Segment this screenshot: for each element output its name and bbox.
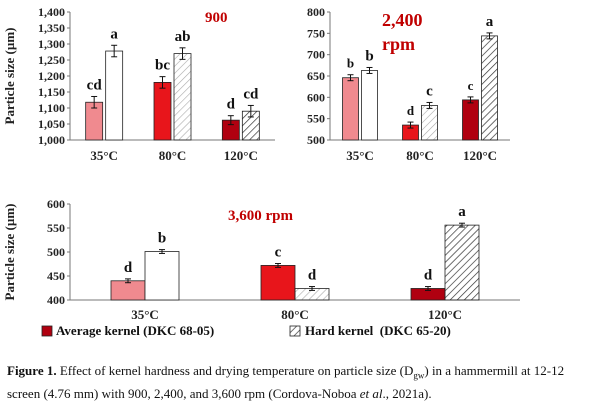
y-tick-label: 500	[47, 245, 65, 259]
significance-letter: d	[308, 268, 317, 284]
y-tick-label: 1,200	[38, 69, 65, 83]
bar-hard-kernel	[144, 251, 180, 301]
bar-hard-kernel	[105, 50, 124, 141]
significance-letter: cd	[243, 86, 259, 102]
bar-hard-kernel	[361, 70, 378, 141]
y-tick-label: 650	[307, 69, 325, 83]
chart-900-rpm: 1,000 1,050 1,100 1,150 1,200 1,250 1,300 1,350…	[2, 5, 275, 163]
legend-label-average: Average kernel (DKC 68-05)	[56, 323, 214, 338]
bar-hard-kernel	[421, 105, 438, 141]
x-tick-label: 120°C	[463, 148, 497, 163]
bar-hard-kernel	[444, 224, 480, 301]
y-axis-title: Particle size (µm)	[2, 204, 17, 301]
x-tick-label: 120°C	[428, 307, 462, 322]
bar-average-kernel	[342, 77, 359, 141]
bar-average-kernel	[153, 82, 172, 141]
chart-title: 3,600 rpm	[228, 208, 294, 224]
y-tick-label: 600	[47, 197, 65, 211]
significance-letter: d	[407, 103, 415, 118]
legend-label-hard: Hard kernel (DKC 65-20)	[305, 323, 451, 338]
chart-title: 900	[205, 10, 228, 26]
y-tick-label: 800	[307, 5, 325, 19]
significance-letter: d	[227, 97, 236, 113]
y-tick-label: 550	[307, 112, 325, 126]
y-tick-label: 1,100	[38, 101, 65, 115]
y-tick-label: 700	[307, 48, 325, 62]
y-tick-label: 600	[307, 90, 325, 104]
significance-letter: cd	[87, 77, 103, 93]
legend-swatch-average	[41, 325, 53, 337]
significance-letter: c	[468, 78, 474, 93]
bar-hard-kernel	[173, 53, 192, 141]
significance-letter: b	[365, 48, 373, 64]
x-tick-label: 35°C	[346, 148, 374, 163]
caption-subscript: gw	[413, 370, 425, 381]
significance-letter: d	[124, 260, 133, 276]
y-tick-label: 500	[307, 133, 325, 147]
y-tick-label: 1,350	[38, 21, 65, 35]
y-tick-label: 400	[47, 293, 65, 307]
significance-letter: b	[347, 56, 354, 71]
y-tick-label: 1,400	[38, 5, 65, 19]
bar-hard-kernel	[481, 35, 498, 141]
legend-swatch-hard	[289, 325, 301, 337]
x-tick-label: 80°C	[281, 307, 309, 322]
x-tick-label: 120°C	[224, 148, 258, 163]
significance-letter: c	[275, 245, 282, 261]
x-tick-label: 80°C	[406, 148, 434, 163]
caption-label: Figure 1.	[7, 363, 57, 378]
y-tick-label: 1,150	[38, 85, 65, 99]
figure-caption: Figure 1. Effect of kernel hardness and …	[7, 362, 595, 402]
x-tick-label: 35°C	[90, 148, 118, 163]
significance-letter: ab	[175, 29, 191, 45]
chart-title: 2,400	[382, 10, 423, 30]
y-tick-label: 1,300	[38, 37, 65, 51]
significance-letter: a	[110, 26, 118, 42]
chart-3600-rpm: 400 450 500 550 600 Particle size (µm) 35°C d b 8…	[2, 197, 520, 322]
y-tick-label: 750	[307, 26, 325, 40]
y-tick-label: 450	[47, 269, 65, 283]
y-tick-label: 1,250	[38, 53, 65, 67]
significance-letter: b	[158, 231, 166, 247]
x-tick-label: 80°C	[159, 148, 187, 163]
y-tick-label: 1,050	[38, 117, 65, 131]
significance-letter: d	[424, 268, 433, 284]
significance-letter: a	[458, 204, 466, 220]
caption-text-3: ., 2021a).	[382, 385, 432, 401]
y-tick-label: 1,000	[38, 133, 65, 147]
bar-average-kernel	[110, 280, 146, 301]
significance-letter: bc	[155, 58, 170, 74]
x-tick-label: 35°C	[131, 307, 159, 322]
caption-text-2: ) in a hammermill at 12-12 screen (4.76 …	[7, 363, 565, 401]
significance-letter: c	[426, 83, 433, 99]
caption-text-1: Effect of kernel hardness and drying tem…	[56, 363, 414, 378]
bar-average-kernel	[260, 265, 296, 301]
chart-title: rpm	[382, 34, 415, 54]
bar-average-kernel	[462, 99, 479, 141]
significance-letter: a	[486, 14, 494, 30]
caption-et-al: et al	[359, 385, 383, 401]
y-tick-label: 550	[47, 221, 65, 235]
y-axis-title: Particle size (µm)	[2, 28, 17, 125]
legend: Average kernel (DKC 68-05) Hard kernel (…	[41, 323, 451, 338]
